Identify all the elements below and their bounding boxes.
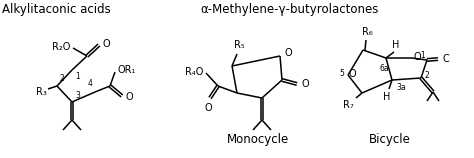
Text: 1: 1 (75, 72, 80, 81)
Text: H: H (383, 92, 391, 102)
Text: H: H (392, 40, 400, 50)
Text: R₇: R₇ (343, 100, 354, 110)
Text: O: O (103, 39, 110, 49)
Text: 2: 2 (60, 74, 65, 83)
Text: 3: 3 (75, 91, 80, 100)
Text: 2: 2 (425, 72, 430, 80)
Text: O: O (204, 103, 212, 113)
Text: Alkylitaconic acids: Alkylitaconic acids (2, 3, 111, 16)
Text: 5: 5 (339, 70, 344, 79)
Text: O: O (414, 52, 422, 62)
Text: 4: 4 (88, 79, 93, 88)
Text: O: O (349, 69, 356, 79)
Text: OR₁: OR₁ (118, 65, 137, 75)
Text: C: C (443, 54, 450, 64)
Text: R₃: R₃ (36, 87, 46, 97)
Text: R₄O: R₄O (185, 67, 203, 77)
Text: O: O (302, 79, 310, 89)
Text: 6a: 6a (379, 64, 389, 73)
Text: R₂O: R₂O (52, 42, 70, 52)
Text: Monocycle: Monocycle (227, 133, 289, 146)
Text: R₅: R₅ (234, 40, 244, 50)
Text: Bicycle: Bicycle (369, 133, 411, 146)
Text: O: O (285, 48, 292, 58)
Text: R₆: R₆ (362, 27, 373, 37)
Text: O: O (126, 92, 134, 102)
Text: α-Methylene-γ-butyrolactones: α-Methylene-γ-butyrolactones (201, 3, 379, 16)
Text: 3a: 3a (396, 83, 406, 92)
Text: 1: 1 (420, 52, 425, 61)
